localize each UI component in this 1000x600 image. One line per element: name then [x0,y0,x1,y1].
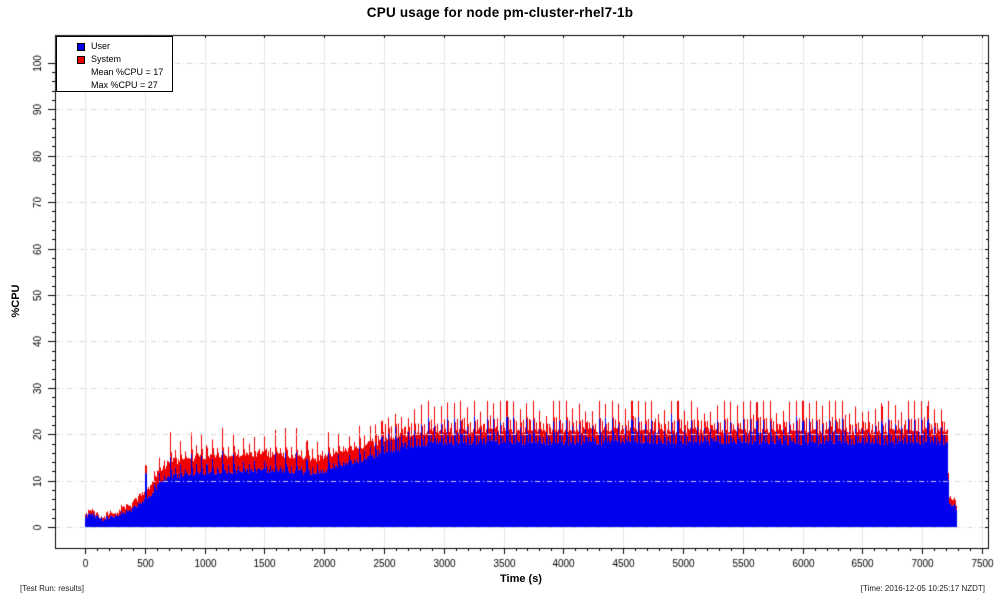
legend-system-label: System [91,54,122,64]
y-axis-label: %CPU [10,284,22,318]
legend-mean-stat: Mean %CPU = 17 [91,67,164,77]
legend-max-stat: Max %CPU = 27 [91,80,158,90]
timestamp-footer: [Time: 2016-12-05 10:25:17 NZDT] [860,584,985,593]
legend-user-label: User [91,41,111,51]
system-series-swatch [77,55,85,64]
x-axis-label: Time (s) [500,573,542,585]
test-run-footer: [Test Run: results] [20,584,85,593]
user-series-swatch [77,42,85,51]
legend-item-user: User [57,40,172,53]
legend-box: User System Mean %CPU = 17 Max %CPU = 27 [56,36,173,92]
legend-item-system: System [57,53,172,66]
